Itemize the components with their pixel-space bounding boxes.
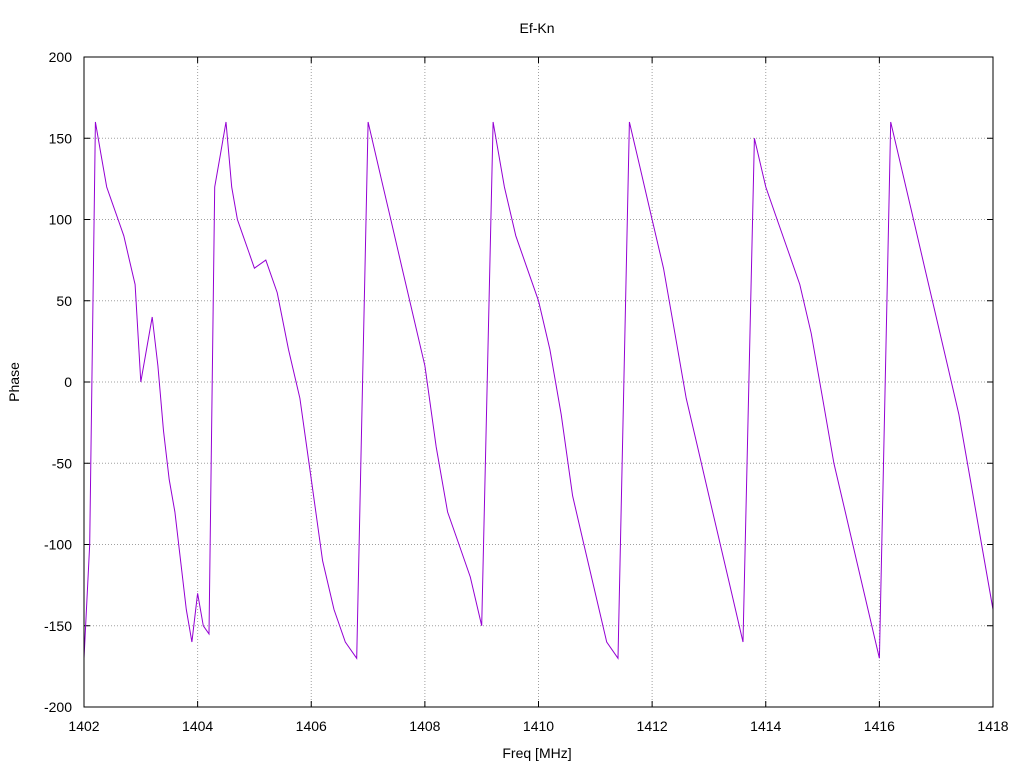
x-tick-label: 1418 [977, 718, 1008, 734]
x-tick-label: 1402 [68, 718, 99, 734]
x-tick-label: 1406 [296, 718, 327, 734]
y-tick-label: 150 [49, 130, 73, 146]
plot-border [83, 56, 994, 708]
y-tick-label: -150 [44, 618, 72, 634]
x-tick-label: 1408 [409, 718, 440, 734]
y-tick-label: -200 [44, 699, 72, 715]
x-tick-label: 1414 [750, 718, 781, 734]
y-tick-label: -50 [52, 455, 72, 471]
grid [84, 57, 993, 707]
x-tick-label: 1412 [637, 718, 668, 734]
chart-title: Ef-Kn [519, 20, 554, 36]
y-tick-label: 50 [56, 293, 72, 309]
y-tick-label: 100 [49, 212, 73, 228]
y-tick-label: 200 [49, 49, 73, 65]
x-tick-label: 1416 [864, 718, 895, 734]
x-axis-label: Freq [MHz] [502, 745, 571, 761]
series-layer [83, 121, 994, 660]
y-tick-label: -100 [44, 537, 72, 553]
series-line [83, 121, 994, 660]
y-axis-label: Phase [6, 362, 22, 402]
x-tick-label: 1410 [523, 718, 554, 734]
x-tick-label: 1404 [182, 718, 213, 734]
y-tick-label: 0 [64, 374, 72, 390]
axis-ticks: 1402 1404 1406 1408 1410 1412 1414 1416 1418 -200… [44, 49, 1009, 734]
